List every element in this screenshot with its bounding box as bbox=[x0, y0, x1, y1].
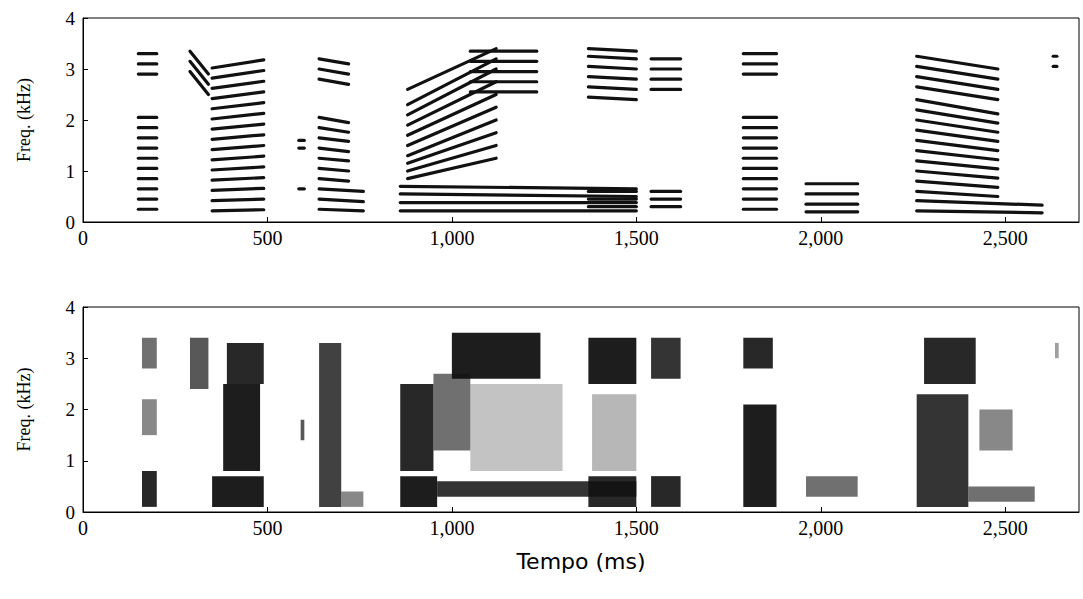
svg-text:1,500: 1,500 bbox=[614, 227, 659, 249]
svg-text:Freq. (kHz): Freq. (kHz) bbox=[14, 78, 35, 162]
svg-text:2: 2 bbox=[66, 110, 76, 131]
svg-text:0: 0 bbox=[78, 227, 88, 249]
svg-text:0: 0 bbox=[66, 502, 76, 523]
svg-text:1,000: 1,000 bbox=[429, 227, 474, 249]
svg-text:2,500: 2,500 bbox=[983, 227, 1028, 249]
svg-text:4: 4 bbox=[66, 8, 76, 29]
svg-text:500: 500 bbox=[252, 517, 282, 539]
svg-text:2: 2 bbox=[66, 399, 76, 420]
svg-text:0: 0 bbox=[66, 212, 76, 233]
svg-text:3: 3 bbox=[66, 348, 76, 369]
svg-text:1: 1 bbox=[66, 450, 76, 471]
svg-text:0: 0 bbox=[78, 517, 88, 539]
svg-text:1: 1 bbox=[66, 161, 76, 182]
svg-text:2,000: 2,000 bbox=[798, 517, 843, 539]
svg-text:Tempo (ms): Tempo (ms) bbox=[515, 549, 645, 574]
svg-text:1,500: 1,500 bbox=[614, 517, 659, 539]
svg-text:2,000: 2,000 bbox=[798, 227, 843, 249]
svg-text:1,000: 1,000 bbox=[429, 517, 474, 539]
svg-text:3: 3 bbox=[66, 59, 76, 80]
svg-text:Freq. (kHz): Freq. (kHz) bbox=[14, 368, 35, 452]
svg-text:500: 500 bbox=[252, 227, 282, 249]
svg-text:4: 4 bbox=[66, 297, 76, 318]
svg-text:2,500: 2,500 bbox=[983, 517, 1028, 539]
